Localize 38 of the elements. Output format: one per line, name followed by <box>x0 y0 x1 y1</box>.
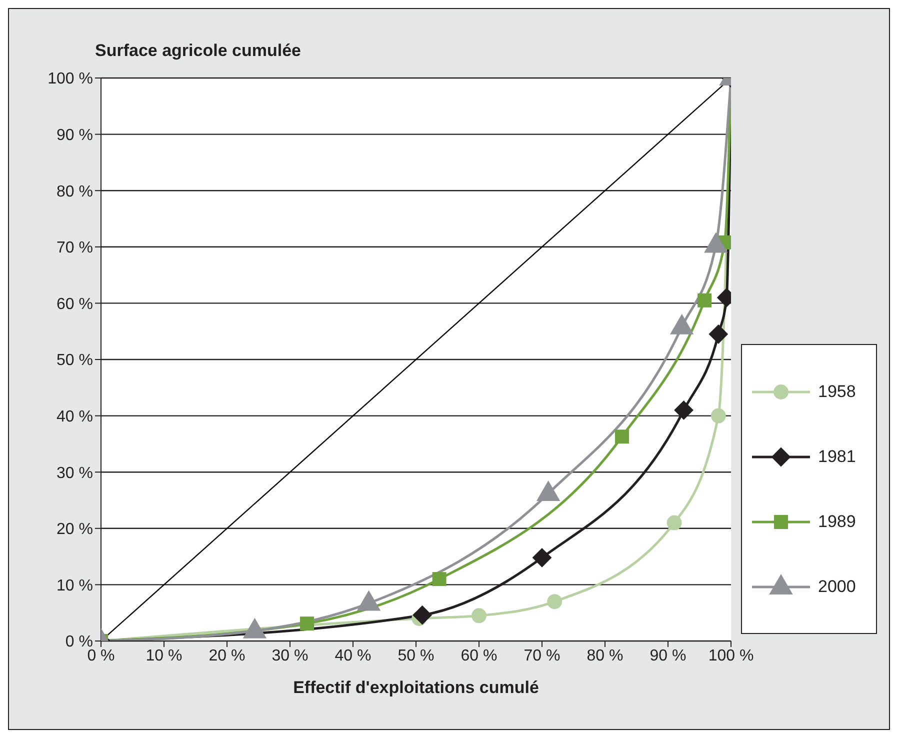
y-tick-label: 60 % <box>56 296 93 313</box>
legend-label: 2000 <box>818 576 856 596</box>
x-tick-label: 70 % <box>524 647 560 664</box>
point <box>674 400 694 420</box>
y-tick-label: 10 % <box>56 577 93 594</box>
x-tick-label: 10 % <box>146 647 182 664</box>
y-tick-label: 90 % <box>56 126 93 144</box>
y-axis-title: Surface agricole cumulée <box>95 41 301 61</box>
point <box>615 430 630 444</box>
legend-label: 1981 <box>818 446 856 466</box>
x-tick-label: 60 % <box>460 647 498 664</box>
x-tick-label: 90 % <box>650 647 686 664</box>
point <box>710 408 726 424</box>
point <box>666 515 682 530</box>
x-tick-label: 80 % <box>586 647 624 664</box>
x-tick-label: 20 % <box>208 647 246 664</box>
x-tick-label: 40 % <box>334 647 372 664</box>
legend-label: 1958 <box>818 382 856 402</box>
y-tick-label: 50 % <box>56 352 93 370</box>
point <box>532 548 552 568</box>
point <box>432 572 446 586</box>
x-axis-title: Effectif d'exploitations cumulé <box>293 678 539 697</box>
y-tick-label: 100 % <box>48 70 93 88</box>
point <box>547 594 562 610</box>
point <box>300 616 314 631</box>
x-tick-label: 30 % <box>272 647 308 664</box>
point <box>472 608 486 624</box>
y-tick-label: 40 % <box>56 408 93 426</box>
point <box>708 324 728 344</box>
y-tick-label: 80 % <box>56 183 93 200</box>
y-tick-label: 70 % <box>56 240 93 257</box>
y-tick-label: 30 % <box>56 464 93 482</box>
x-tick-label: 100 % <box>708 647 754 664</box>
x-tick-label: 50 % <box>398 647 434 664</box>
point <box>412 606 432 625</box>
point <box>698 293 712 308</box>
legend-label: 1989 <box>818 512 856 532</box>
y-tick-label: 20 % <box>56 521 93 538</box>
